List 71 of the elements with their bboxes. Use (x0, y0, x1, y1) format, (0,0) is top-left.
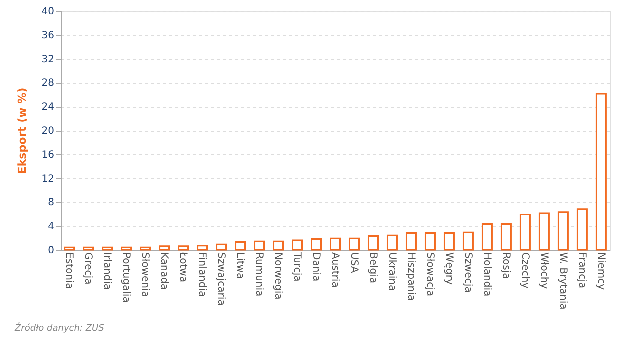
bar (64, 246, 76, 251)
x-tick-label: Finlandia (196, 252, 208, 298)
bar (348, 238, 360, 251)
bar (83, 246, 94, 251)
x-tick-label: Kanada (158, 252, 170, 290)
x-tick-label: Rumunia (254, 252, 265, 297)
bar (406, 232, 417, 251)
x-tick-label: Łotwa (178, 252, 189, 282)
x-tick-label: Holandia (481, 252, 492, 297)
x-tick-label: Niemcy (595, 252, 606, 290)
y-tick-label: 40 (42, 6, 54, 18)
x-tick-label: Grecja (82, 252, 94, 285)
x-tick-label: Szwecja (462, 252, 474, 293)
bar (273, 240, 284, 251)
y-tick-label: 32 (42, 54, 54, 66)
bar (462, 232, 474, 251)
x-tick-label: Norwegia (272, 252, 284, 300)
bar (159, 246, 170, 251)
bar (311, 238, 322, 251)
x-tick-label: Irlandia (102, 252, 113, 290)
bar (482, 224, 493, 251)
bar (424, 232, 436, 251)
x-tick-label: Słowenia (140, 252, 151, 298)
x-tick-label: Szwajcaria (216, 252, 227, 306)
x-tick-label: Francja (576, 252, 588, 289)
bar (386, 234, 398, 251)
x-tick-label: Węgry (443, 252, 454, 285)
x-tick-label: Hiszpania (405, 252, 416, 301)
bar (121, 246, 132, 251)
y-axis-title: Eksport (w %) (16, 88, 29, 174)
x-tick-label: Estonia (64, 252, 75, 290)
x-tick-label: Włochy (538, 252, 550, 290)
bar (576, 208, 588, 251)
y-tick-label: 16 (42, 150, 54, 161)
y-tick-label: 24 (42, 102, 54, 114)
x-tick-label: W. Brytania (557, 252, 568, 310)
bar (235, 241, 246, 251)
bar (538, 212, 550, 251)
bar (197, 245, 208, 251)
bar (178, 246, 190, 251)
x-tick-label: USA (348, 252, 360, 274)
x-tick-label: Rosja (500, 252, 512, 280)
x-tick-label: Ukraina (386, 252, 398, 292)
y-tick-label: 20 (42, 126, 54, 137)
bar (500, 224, 512, 251)
x-tick-label: Belgia (367, 252, 378, 284)
bar (520, 214, 531, 251)
x-tick-label: Czechy (519, 252, 530, 289)
bar (254, 240, 266, 251)
bar (140, 246, 152, 251)
bar (558, 212, 569, 251)
y-tick-label: 0 (48, 246, 54, 256)
bar (368, 236, 379, 251)
y-tick-label: 4 (48, 222, 54, 233)
bar (292, 240, 304, 251)
y-tick-label: 36 (42, 30, 54, 42)
bar (216, 244, 228, 251)
bar (596, 93, 607, 251)
x-tick-label: Dania (310, 252, 322, 282)
bar (330, 238, 341, 251)
x-tick-label: Turcja (292, 252, 303, 282)
x-tick-label: Słowacja (424, 252, 436, 297)
y-tick-label: 12 (42, 174, 54, 185)
x-tick-label: Austria (330, 252, 340, 288)
x-tick-label: Litwa (234, 252, 246, 280)
y-tick-label: 28 (42, 78, 54, 90)
bar (444, 232, 455, 251)
y-tick-label: 8 (48, 198, 54, 209)
text: Źródło danych: ZUS (15, 324, 104, 334)
x-tick-label: Portugalia (120, 252, 132, 303)
bar (102, 246, 114, 251)
